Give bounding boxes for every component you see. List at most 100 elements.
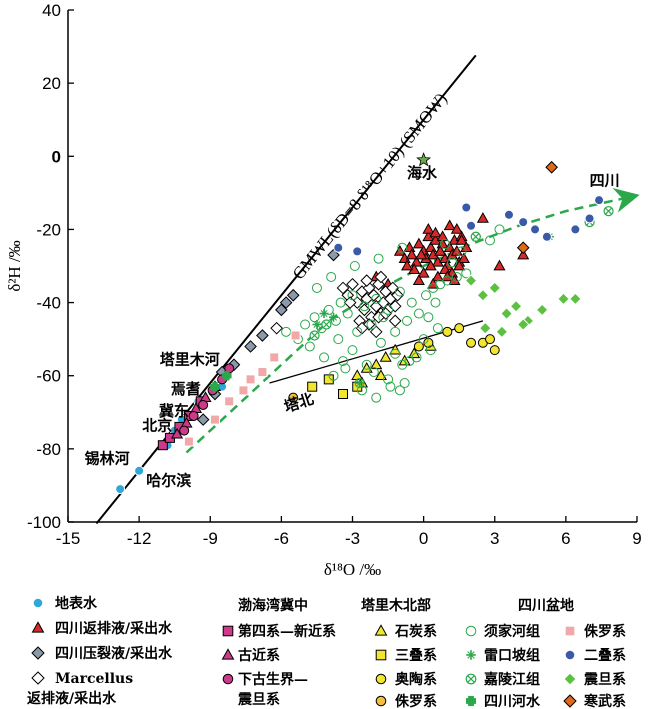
legend-label: 须家河组 [484,623,540,640]
x-tick-label: -3 [345,529,360,548]
data-point [346,277,359,291]
data-point [319,309,329,319]
data-point [157,440,168,451]
data-point [300,319,311,330]
data-point-d2 [320,310,328,318]
data-point [347,290,358,301]
x-tick-label: 6 [561,529,570,548]
data-point-d2 [310,331,319,340]
legend-label: Marcellus [55,671,133,687]
data-point [442,275,453,286]
data-point [454,323,465,334]
data-point [415,248,428,260]
data-point [371,392,382,403]
data-point [405,248,418,260]
data-point [286,288,300,302]
data-point [495,325,509,339]
data-point [412,274,425,285]
data-point [171,427,184,439]
series-2 [196,248,340,426]
data-point [509,299,523,313]
legend-marker [465,695,477,707]
y-tick-label: -60 [36,367,61,386]
data-point [439,239,450,250]
legend-marker-d2 [467,651,475,659]
data-point [355,321,369,335]
data-point [430,297,441,308]
data-point [420,290,431,301]
data-point [333,334,344,345]
legend-marker [465,625,477,637]
legend-label: 四川压裂液/采出水 [55,645,173,662]
data-point [424,259,437,271]
data-point [311,282,322,293]
data-point [347,345,358,356]
data-point-d2 [330,313,338,321]
data-point [413,308,424,319]
legend-marker [374,624,388,636]
data-point [333,242,344,253]
y-axis-title: δ²H /‰ [5,240,24,291]
legend-marker [465,673,477,685]
legend-label: 侏罗系 [395,693,437,709]
data-point [188,410,199,421]
data-point [493,259,506,271]
data-point [383,304,394,315]
data-point [275,303,288,317]
data-point [360,361,373,373]
data-point [198,399,209,410]
data-point [134,465,145,476]
data-point [442,326,453,337]
legend-label: 侏罗系 [584,623,626,640]
data-point [397,242,408,253]
legend-marker [31,621,45,633]
data-point [374,270,388,284]
series-16 [333,195,605,257]
data-point [183,436,194,447]
legend-marker [375,695,387,707]
legend-marker [221,648,235,660]
data-point [360,274,374,287]
data-point [557,292,570,306]
legend-label: 地表水 [55,595,98,612]
legend-label: 四川河水 [484,693,541,709]
data-point [366,319,377,330]
data-point [375,337,386,348]
tabei-label: 塔北 [282,390,316,416]
y-tick-label: -80 [36,440,61,459]
legend-label: 第四系—新近系 [238,623,336,640]
data-point [412,237,425,249]
legend-group-header: 塔里木北部 [361,597,431,614]
series-14 [210,370,232,392]
data-point [422,223,435,234]
legend-marker [31,671,45,685]
data-point [359,301,370,312]
data-point [210,381,220,392]
series-19 [416,152,432,167]
legend-marker [31,646,45,660]
data-point [399,378,410,389]
legend-marker [222,673,234,685]
data-point [413,341,424,352]
data-point [281,326,292,337]
data-point [450,223,463,234]
legend-marker-d2 [467,675,475,683]
data-point [443,219,456,231]
data-point [464,274,478,287]
legend-marker [564,625,576,637]
data-point [352,326,363,337]
data-point [545,160,558,174]
data-point [541,231,552,242]
legend-marker [222,625,234,637]
data-point [530,224,541,235]
xilinhe-label: 锡林河 [85,449,130,467]
jidong-label: 冀东 [159,402,189,420]
data-point-d2 [472,233,480,241]
data-point [383,374,394,385]
data-point [321,319,332,330]
data-point [373,253,384,264]
data-point [394,286,405,297]
series-15 [183,330,301,447]
data-point [369,325,383,339]
